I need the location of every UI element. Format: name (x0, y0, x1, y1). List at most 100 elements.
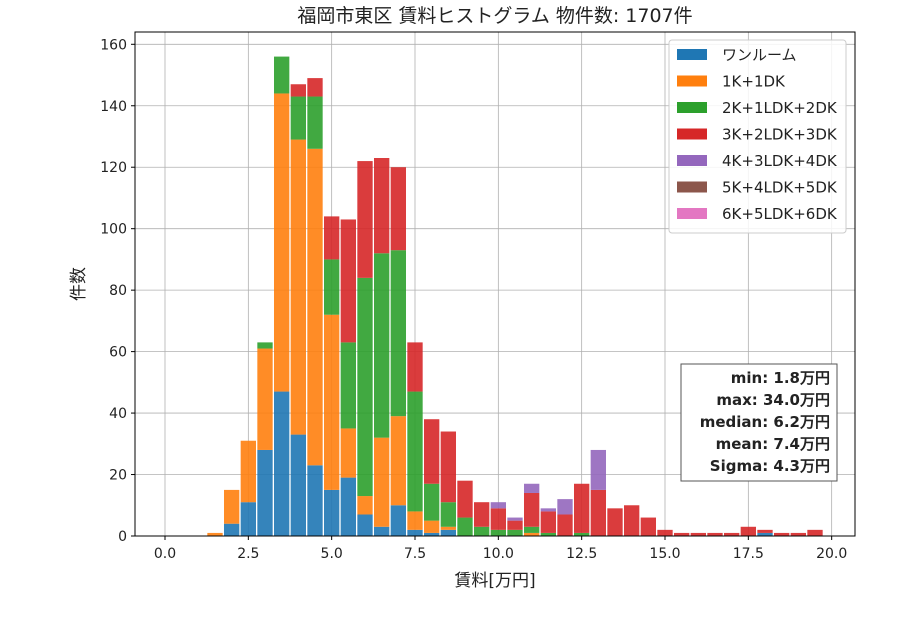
bar-segment (590, 489, 606, 536)
bar-segment (440, 431, 456, 503)
bar-segment (290, 139, 306, 435)
bar-segment (274, 93, 290, 392)
bar-segment (357, 514, 373, 536)
legend-label: 1K+1DK (722, 73, 786, 91)
bar-segment (390, 167, 406, 251)
bar-segment (424, 532, 440, 536)
bar-segment (757, 529, 773, 533)
bar-segment (307, 78, 323, 97)
legend-swatch (677, 155, 707, 166)
bar-segment (524, 532, 540, 536)
bar-segment (240, 502, 256, 536)
bar-segment (574, 483, 590, 533)
x-tick-label: 2.5 (237, 546, 259, 562)
stat-median: median: 6.2万円 (700, 413, 830, 431)
stats-box-frame (680, 363, 838, 482)
bar-segment (407, 511, 423, 530)
stat-min: min: 1.8万円 (731, 369, 830, 387)
bar-segment (274, 56, 290, 94)
bar-segment (407, 529, 423, 536)
x-tick-label: 10.0 (483, 546, 514, 562)
chart-title: 福岡市東区 賃料ヒストグラム 物件数: 1707件 (297, 5, 692, 27)
bar-segment (490, 529, 506, 536)
bar-segment (557, 499, 573, 515)
x-tick-label: 17.5 (733, 546, 764, 562)
bar-segment (307, 148, 323, 466)
y-tick-label: 20 (109, 468, 127, 484)
bar-segment (257, 342, 273, 349)
x-axis-ticks: 0.0 2.5 5.0 7.5 10.0 12.5 15.0 17.5 20.0 (154, 536, 847, 562)
bar-segment (274, 391, 290, 536)
bar-segment (224, 489, 240, 524)
bar-segment (457, 517, 473, 536)
bar-segment (574, 532, 590, 536)
plot-frame (134, 31, 856, 537)
legend-swatch (677, 75, 707, 87)
bar-segment (390, 505, 406, 536)
legend: ワンルーム 1K+1DK 2K+1LDK+2DK 3K+2LDK+3DK 4K+3LDK… (668, 39, 847, 234)
legend-swatch (677, 208, 707, 219)
bar-segment (707, 532, 723, 536)
bar-segment (340, 342, 356, 429)
bar-segment (357, 277, 373, 497)
stat-mean: mean: 7.4万円 (716, 435, 830, 453)
legend-box (668, 39, 847, 234)
bar-segment (340, 428, 356, 478)
bar-segment (624, 505, 640, 536)
bar-segment (307, 465, 323, 536)
stat-sigma: Sigma: 4.3万円 (710, 457, 830, 475)
bar-segment (807, 529, 823, 536)
bar-segment (474, 526, 490, 536)
bar-segment (740, 526, 756, 536)
bar-segment (424, 483, 440, 521)
bar-segment (340, 477, 356, 536)
bar-segment (490, 508, 506, 530)
bar-segment (224, 523, 240, 536)
bar-segment (507, 520, 523, 530)
legend-label: 6K+5LDK+6DK (722, 205, 838, 223)
bar-segment (257, 449, 273, 536)
bar-segment (207, 532, 223, 536)
x-tick-label: 5.0 (321, 546, 343, 562)
bar-segment (374, 437, 390, 527)
bar-segment (290, 96, 306, 140)
bar-segment (340, 219, 356, 343)
bar-segment (524, 526, 540, 533)
y-axis-label: 件数 (69, 267, 89, 301)
bar-segment (490, 502, 506, 509)
bar-segment (324, 216, 340, 260)
y-tick-label: 160 (100, 37, 127, 53)
legend-label: 2K+1LDK+2DK (722, 99, 838, 117)
bar-segment (374, 253, 390, 438)
bar-segment (324, 314, 340, 490)
bar-segment (540, 508, 556, 512)
y-tick-label: 40 (109, 406, 127, 422)
bar-segment (374, 158, 390, 254)
y-tick-label: 140 (100, 99, 127, 115)
legend-swatch (677, 128, 707, 140)
bar-stacks (207, 56, 823, 536)
x-tick-label: 0.0 (154, 546, 176, 562)
x-tick-label: 12.5 (566, 546, 597, 562)
bar-segment (774, 532, 790, 536)
bar-segment (307, 96, 323, 149)
bar-segment (507, 517, 523, 521)
bar-segment (424, 520, 440, 533)
bar-segment (557, 514, 573, 536)
legend-swatch (677, 181, 707, 193)
bar-segment (440, 529, 456, 536)
stat-max: max: 34.0万円 (716, 391, 830, 409)
bar-segment (690, 532, 706, 536)
bar-segment (240, 440, 256, 503)
bar-segment (457, 480, 473, 518)
y-axis-ticks: 0 20 40 60 80 100 120 140 160 (100, 37, 135, 545)
bar-segment (357, 496, 373, 515)
legend-label: 3K+2LDK+3DK (722, 126, 838, 144)
bar-segment (524, 483, 540, 493)
bar-segment (540, 511, 556, 533)
bar-segment (440, 526, 456, 530)
bar-segment (440, 502, 456, 527)
legend-label: ワンルーム (722, 46, 797, 64)
y-tick-label: 120 (100, 160, 127, 176)
